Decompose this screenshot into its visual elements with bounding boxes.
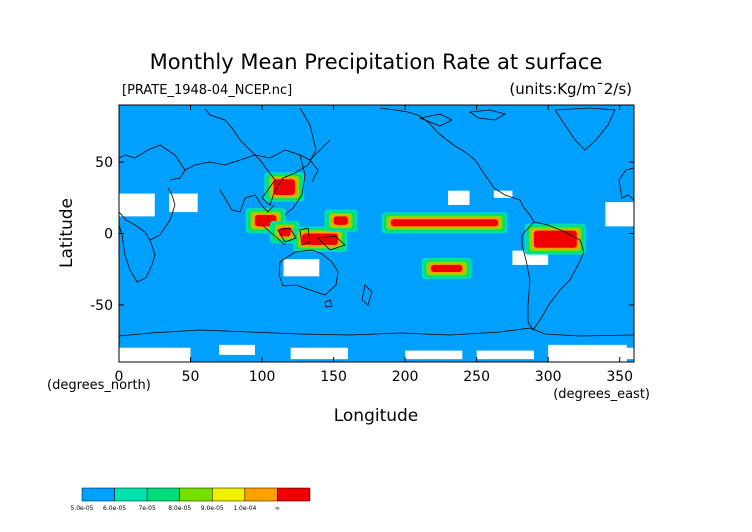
x-tick-label: 350 bbox=[606, 369, 633, 385]
x-tick-label: 250 bbox=[463, 369, 490, 385]
missing-data-cell bbox=[605, 347, 634, 360]
axis-ticks: 0 50 100 150 200 250 300 350 50 0 -50 bbox=[90, 105, 634, 385]
colorbar-swatch bbox=[244, 487, 278, 502]
colorbar-label: 8.0e-05 bbox=[168, 505, 191, 512]
missing-data-cell bbox=[605, 202, 634, 227]
coastlines bbox=[119, 107, 634, 337]
y-tick-label: 50 bbox=[95, 155, 113, 171]
x-tick-label: 200 bbox=[392, 369, 419, 385]
colorbar: 5.0e-05 6.0e-05 7e-05 8.0e-05 9.0e-05 1.0e-04… bbox=[70, 487, 311, 512]
x-tick-label: 100 bbox=[249, 369, 276, 385]
x-axis-label: Longitude bbox=[334, 406, 419, 426]
missing-data-cell bbox=[476, 350, 534, 360]
precip-cell bbox=[533, 230, 577, 248]
y-unit-label: (degrees_north) bbox=[47, 378, 151, 393]
missing-data-cell bbox=[283, 259, 320, 277]
colorbar-swatch bbox=[212, 487, 246, 502]
missing-data-cell bbox=[119, 193, 155, 217]
missing-data-cell bbox=[219, 344, 255, 355]
missing-data-cell bbox=[448, 190, 470, 205]
precip-cell bbox=[333, 216, 348, 225]
source-label: [PRATE_1948-04_NCEP.nc] bbox=[122, 83, 292, 98]
x-tick-label: 150 bbox=[320, 369, 347, 385]
chart-title: Monthly Mean Precipitation Rate at surfa… bbox=[150, 50, 603, 74]
map-panel: 0 50 100 150 200 250 300 350 50 0 -50 bbox=[90, 104, 635, 385]
colorbar-label: 9.0e-05 bbox=[201, 505, 224, 512]
precip-cell bbox=[279, 227, 291, 237]
x-tick-label: 300 bbox=[535, 369, 562, 385]
colorbar-label: ∞ bbox=[275, 505, 280, 512]
x-unit-label: (degrees_east) bbox=[553, 387, 650, 402]
colorbar-swatch bbox=[114, 487, 148, 502]
colorbar-swatch bbox=[277, 487, 311, 502]
colorbar-label: 1.0e-04 bbox=[233, 505, 256, 512]
precip-cell bbox=[430, 264, 463, 273]
missing-data-cell bbox=[119, 347, 191, 362]
missing-data-cell bbox=[290, 347, 348, 360]
x-tick-label: 50 bbox=[182, 369, 200, 385]
colorbar-swatch bbox=[81, 487, 115, 502]
y-tick-label: 0 bbox=[104, 227, 113, 243]
colorbar-label: 7e-05 bbox=[138, 505, 155, 512]
colorbar-swatch bbox=[146, 487, 180, 502]
precip-cell bbox=[390, 219, 499, 227]
x-tick-label: 0 bbox=[115, 369, 124, 385]
missing-data-cell bbox=[169, 193, 198, 213]
colorbar-label: 5.0e-05 bbox=[70, 505, 93, 512]
precip-cell bbox=[273, 179, 295, 195]
colorbar-label: 6.0e-05 bbox=[103, 505, 126, 512]
colorbar-swatch bbox=[179, 487, 213, 502]
missing-data-cell bbox=[405, 350, 463, 360]
y-tick-label: -50 bbox=[90, 298, 113, 314]
units-label: (units:Kg/m¯2/s) bbox=[509, 80, 632, 98]
y-axis-label: Latitude bbox=[57, 198, 77, 268]
